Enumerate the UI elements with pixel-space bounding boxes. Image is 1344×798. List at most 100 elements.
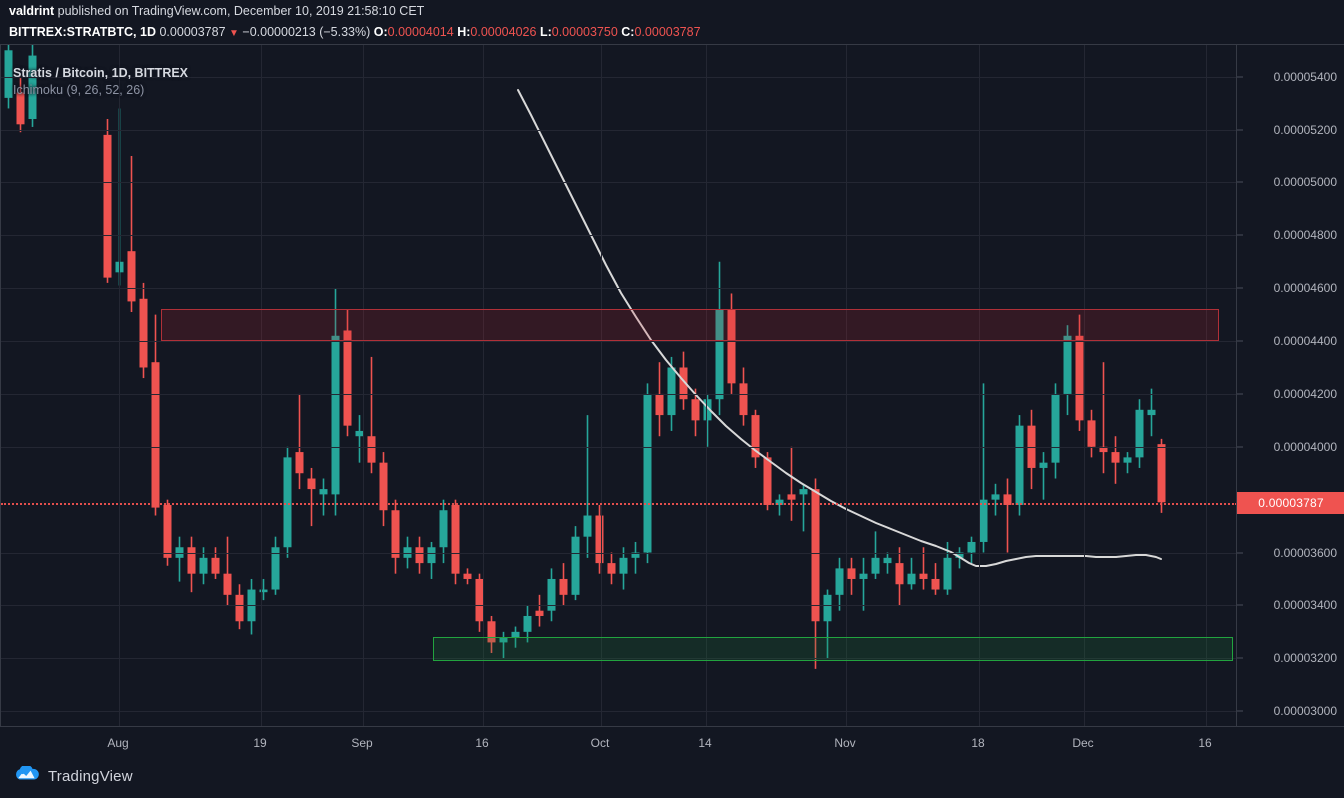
candle-body (1039, 462, 1048, 468)
grid-line-horizontal (1, 182, 1237, 184)
candle-body (847, 568, 856, 579)
grid-line-horizontal (1, 341, 1237, 343)
close-label: C: (621, 25, 635, 39)
price-tick-mark (1237, 710, 1243, 712)
candle-body (811, 489, 820, 622)
candle-body (1063, 335, 1072, 394)
candle-body (547, 578, 556, 611)
price-axis-label: 0.00004400 (1273, 334, 1337, 349)
candle-body (103, 134, 112, 278)
grid-line-vertical (261, 45, 262, 727)
candle-body (919, 573, 928, 579)
candle-body (751, 415, 760, 458)
last-price: 0.00003787 (159, 25, 226, 39)
candle-body (271, 547, 280, 590)
candle-body (643, 393, 652, 553)
grid-line-vertical (1206, 45, 1207, 727)
candle-body (967, 541, 976, 553)
grid-line-horizontal (1, 552, 1237, 554)
price-axis-label: 0.00004200 (1273, 386, 1337, 401)
price-tick-mark (1237, 552, 1243, 554)
time-axis-label: 16 (475, 736, 489, 750)
tradingview-brand[interactable]: TradingView (14, 766, 133, 786)
grid-line-vertical (979, 45, 980, 727)
candle-body (367, 436, 376, 463)
candle-body (1157, 444, 1166, 503)
candle-body (283, 457, 292, 548)
grid-line-horizontal (1, 711, 1237, 713)
current-price-line (1, 503, 1237, 506)
moving-average-line (517, 89, 1162, 567)
grid-line-horizontal (1, 288, 1237, 290)
grid-line-vertical (846, 45, 847, 727)
candle-body (943, 557, 952, 590)
time-axis-label: 18 (971, 736, 985, 750)
grid-line-vertical (706, 45, 707, 727)
price-axis-label: 0.00003400 (1273, 598, 1337, 613)
price-series (4, 45, 1166, 669)
candle-body (511, 631, 520, 638)
price-axis-label: 0.00005400 (1273, 69, 1337, 84)
candle-body (931, 578, 940, 590)
candle-body (727, 309, 736, 384)
low-label: L: (539, 25, 552, 39)
price-axis-label: 0.00003000 (1273, 704, 1337, 719)
candle-body (1147, 409, 1156, 416)
price-tick-mark (1237, 340, 1243, 342)
candle-body (799, 489, 808, 495)
candle-body (439, 510, 448, 548)
candle-body (1123, 457, 1132, 463)
candle-body (907, 573, 916, 585)
publication-text: published on TradingView.com, December 1… (57, 4, 425, 18)
candle-body (1003, 494, 1012, 505)
candle-body (835, 568, 844, 595)
grid-line-horizontal (1, 235, 1237, 237)
grid-line-vertical (1084, 45, 1085, 727)
candle-body (1075, 335, 1084, 421)
resistance-zone[interactable] (161, 309, 1219, 342)
candle-body (619, 557, 628, 574)
tradingview-wordmark: TradingView (48, 767, 133, 785)
candle-body (415, 547, 424, 564)
candle-body (391, 510, 400, 558)
price-axis-label: 0.00003200 (1273, 651, 1337, 666)
price-axis-label: 0.00004800 (1273, 228, 1337, 243)
grid-line-horizontal (1, 76, 1237, 78)
candle-body (523, 615, 532, 632)
time-axis-label: Oct (590, 736, 610, 750)
candle-body (1099, 446, 1108, 453)
candle-body (679, 367, 688, 400)
price-tick-mark (1237, 287, 1243, 289)
candle-body (979, 499, 988, 542)
price-axis[interactable]: 0.00005400 0.00005200 0.00005000 0.00004800… (1236, 44, 1344, 727)
candle-body (823, 594, 832, 622)
chart-pane[interactable]: Stratis / Bitcoin, 1D, BITTREX Ichimoku … (0, 44, 1237, 727)
close-value: 0.00003787 (634, 25, 701, 39)
candle-body (739, 383, 748, 416)
symbol-label[interactable]: BITTREX:STRATBTC, 1D (9, 25, 156, 39)
grid-line-vertical (363, 45, 364, 727)
grid-line-horizontal (1, 393, 1237, 395)
candle-body (883, 557, 892, 564)
time-axis[interactable]: Aug 19 Sep 16 Oct 14 Nov 18 Dec 16 (0, 726, 1344, 759)
author-name: valdrint (9, 4, 55, 18)
price-tick-mark (1237, 129, 1243, 131)
candle-body (475, 578, 484, 622)
candle-body (331, 335, 340, 495)
candle-body (235, 594, 244, 622)
candle-body (1087, 420, 1096, 447)
candle-body (1135, 409, 1144, 458)
candle-body (16, 92, 25, 125)
price-axis-label: 0.00005200 (1273, 122, 1337, 137)
time-axis-label: Dec (1072, 736, 1094, 750)
candle-body (631, 552, 640, 558)
tradingview-logo-icon (14, 766, 40, 786)
candle-body (691, 399, 700, 421)
current-price-badge[interactable]: 0.00003787 (1237, 492, 1344, 515)
support-zone[interactable] (433, 637, 1233, 661)
price-axis-label: 0.00004600 (1273, 281, 1337, 296)
chart-footer: TradingView (0, 758, 1344, 798)
candle-body (1051, 393, 1060, 463)
candle-body (595, 515, 604, 564)
price-change: −0.00000213 (−5.33%) (242, 25, 371, 39)
